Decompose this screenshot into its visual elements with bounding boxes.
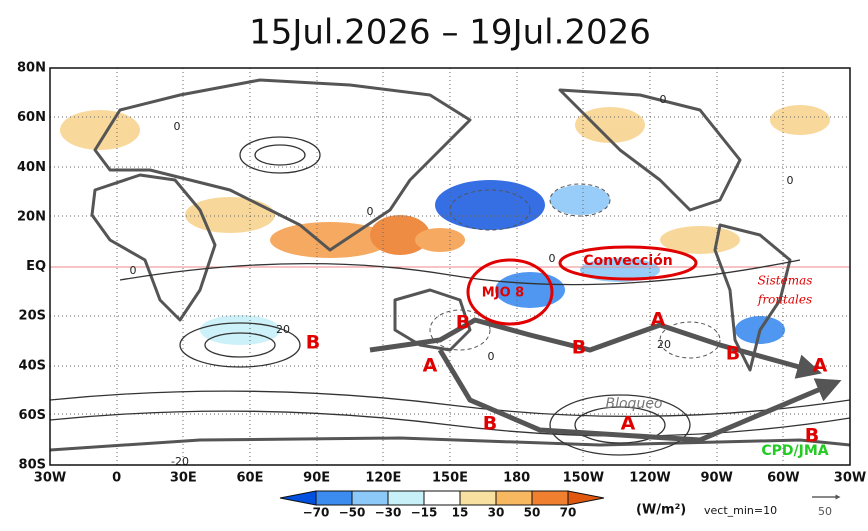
lon-label: 30E xyxy=(170,471,197,486)
credit: CPD/JMA xyxy=(761,443,828,459)
lat-label: 80N xyxy=(17,61,46,76)
pressure-label: B xyxy=(456,312,470,334)
colorbar: −70 −50 −30 −15 15 30 50 70 xyxy=(279,490,605,520)
lat-label: 60S xyxy=(19,408,46,423)
lat-label: EQ xyxy=(26,259,46,274)
convection-label: Convección xyxy=(583,253,672,269)
lat-label: 40S xyxy=(19,358,46,373)
lon-label: 150W xyxy=(563,471,604,486)
pressure-label: B xyxy=(483,413,497,435)
axes: 30W 0 30E 60E 90E 120E 150E 180 150W 120W 90W 60W 30… xyxy=(17,61,866,486)
lon-label: 30W xyxy=(834,471,866,486)
pressure-label: A xyxy=(621,413,636,435)
colorbar-swatch xyxy=(315,490,353,506)
contour-label: 20 xyxy=(657,338,671,351)
colorbar-swatch xyxy=(531,490,569,506)
lat-label: 40N xyxy=(17,160,46,175)
lon-label: 90W xyxy=(700,471,732,486)
map-frame xyxy=(49,67,851,466)
colorbar-label: 70 xyxy=(560,506,577,520)
colorbar-swatch xyxy=(387,490,425,506)
lon-label: 60E xyxy=(237,471,264,486)
units: (W/m²) xyxy=(636,503,686,518)
olr-anomalies xyxy=(60,105,830,345)
lon-label: 180 xyxy=(503,471,530,486)
contour-label: 0 xyxy=(174,120,181,133)
contour-label: 20 xyxy=(276,323,290,336)
lat-label: 60N xyxy=(17,110,46,125)
lon-label: 120E xyxy=(365,471,401,486)
lat-label: 80S xyxy=(19,458,46,473)
blocking-label: Bloqueo xyxy=(606,396,663,412)
pressure-label: A xyxy=(651,309,666,331)
colorbar-swatch xyxy=(351,490,389,506)
frontal-label: frontales xyxy=(757,293,812,307)
contour-label: -20 xyxy=(171,455,189,468)
mjo-circle xyxy=(466,258,554,326)
contour-label: 0 xyxy=(367,205,374,218)
wave-track xyxy=(437,348,842,443)
lon-label: 150E xyxy=(432,471,468,486)
colorbar-end xyxy=(567,490,605,506)
frontal-label: Sistemas xyxy=(758,274,813,288)
mjo-label: MJO 8 xyxy=(482,286,524,301)
lon-label: 30W xyxy=(34,471,66,486)
colorbar-label: −15 xyxy=(411,506,438,520)
pressure-label: B xyxy=(572,337,586,359)
lon-label: 120W xyxy=(629,471,670,486)
colorbar-swatch xyxy=(495,490,533,506)
lat-label: 20N xyxy=(17,209,46,224)
lon-label: 90E xyxy=(303,471,330,486)
colorbar-label: 15 xyxy=(452,506,469,520)
colorbar-label: 30 xyxy=(488,506,505,520)
pressure-label: B xyxy=(726,343,740,365)
convection-circle xyxy=(558,245,698,281)
colorbar-label: −30 xyxy=(375,506,402,520)
coastlines xyxy=(50,78,850,452)
vector-note: vect_min=10 xyxy=(704,504,777,517)
pressure-label: B xyxy=(805,425,819,447)
lon-label: 60W xyxy=(767,471,799,486)
pressure-label: A xyxy=(813,355,828,377)
pressure-label: B xyxy=(306,332,320,354)
contour-label: 0 xyxy=(787,174,794,187)
colorbar-swatch xyxy=(459,490,497,506)
colorbar-label: 50 xyxy=(524,506,541,520)
colorbar-end xyxy=(279,490,317,506)
contour-label: 0 xyxy=(488,350,495,363)
title: 15Jul.2026 – 19Jul.2026 xyxy=(249,13,651,53)
lat-label: 20S xyxy=(19,309,46,324)
contour-label: 0 xyxy=(660,93,667,106)
pressure-label: A xyxy=(423,355,438,377)
contour-label: 0 xyxy=(130,264,137,277)
colorbar-swatch xyxy=(423,490,461,506)
lon-label: 0 xyxy=(112,471,121,486)
colorbar-label: −50 xyxy=(339,506,366,520)
map: 0 0 0 0 0 0 0 20 20 -20 Convección MJO 8… xyxy=(50,68,850,468)
colorbar-label: −70 xyxy=(303,506,330,520)
vector-scale: 50 xyxy=(818,505,832,518)
wave-track xyxy=(369,317,823,379)
contour-label: 0 xyxy=(549,252,556,265)
